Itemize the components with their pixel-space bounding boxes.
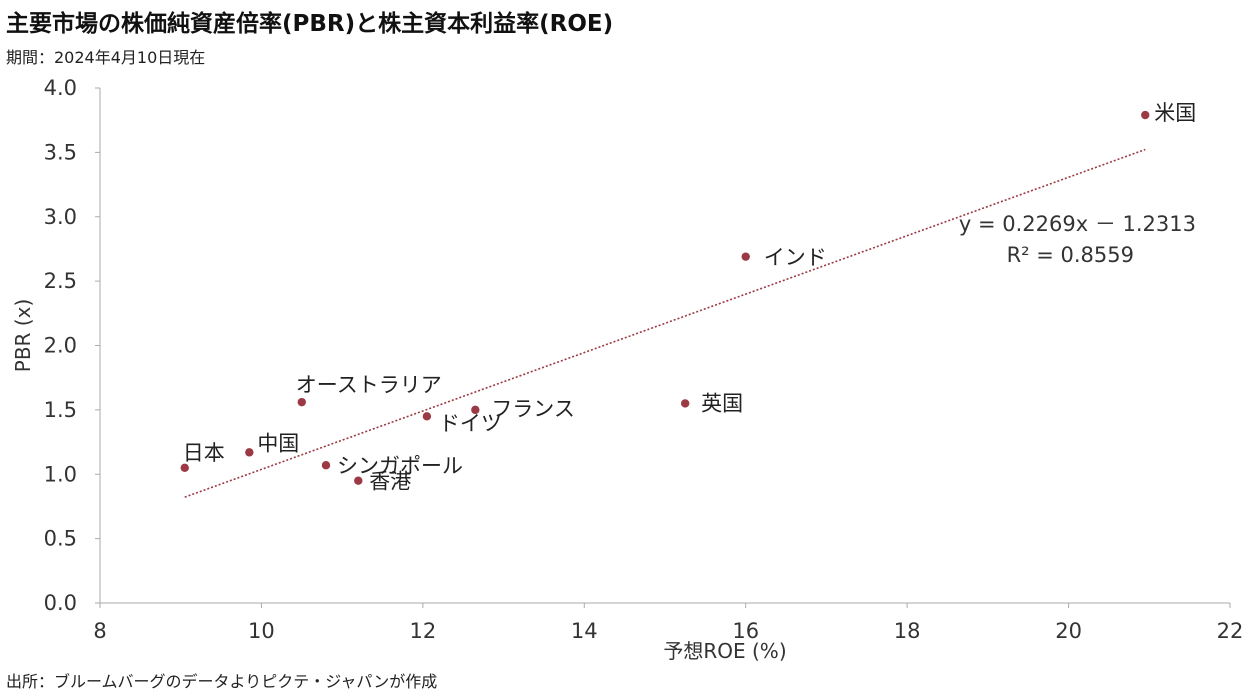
y-tick-label: 3.5: [44, 140, 77, 164]
data-point-label: インド: [764, 246, 827, 270]
data-point: [245, 448, 254, 457]
data-point: [321, 461, 331, 470]
trendline-equation: y = 0.2269x － 1.2313: [959, 212, 1196, 236]
y-tick-label: 2.0: [44, 334, 77, 358]
x-tick-label: 18: [894, 619, 921, 643]
data-point: [180, 463, 189, 473]
x-tick-label: 22: [1217, 619, 1244, 643]
data-point-label: 米国: [1154, 101, 1196, 125]
y-axis-label: PBR (x): [11, 299, 35, 372]
x-tick-label: 14: [571, 619, 598, 643]
data-point-label: 英国: [701, 391, 743, 415]
source-note: 出所：ブルームバーグのデータよりピクテ・ジャパンが作成: [6, 672, 438, 691]
trendline: [184, 148, 1146, 498]
data-point: [297, 397, 306, 407]
x-tick-label: 20: [1055, 619, 1082, 643]
data-point-label: オーストラリア: [296, 373, 442, 397]
data-point-label: 香港: [369, 470, 411, 494]
data-point-label: 日本: [183, 441, 225, 465]
data-point-label: 中国: [257, 431, 299, 455]
y-tick-label: 1.5: [44, 398, 77, 422]
data-point-label: ドイツ: [439, 411, 502, 435]
y-tick-label: 2.5: [44, 269, 77, 293]
data-point: [354, 476, 363, 485]
chart-title: 主要市場の株価純資産倍率(PBR)と株主資本利益率(ROE): [6, 11, 614, 37]
data-point-label: シンガポール: [337, 454, 463, 478]
data-point: [680, 399, 690, 408]
y-tick-label: 0.0: [44, 591, 77, 615]
y-tick-label: 1.0: [44, 462, 77, 486]
y-tick-label: 4.0: [44, 76, 77, 100]
y-tick-label: 3.0: [44, 205, 77, 229]
data-point: [471, 405, 480, 415]
x-tick-label: 10: [248, 619, 275, 643]
chart-subtitle: 期間：2024年4月10日現在: [6, 48, 206, 67]
trendline-r-squared: R² = 0.8559: [1007, 243, 1134, 267]
data-point: [741, 252, 750, 261]
x-tick-label: 16: [732, 619, 759, 643]
data-point: [422, 412, 432, 421]
x-tick-label: 8: [93, 619, 106, 643]
x-tick-label: 12: [409, 619, 436, 643]
data-point-label: フランス: [491, 397, 575, 421]
x-axis-label: 予想ROE (%): [663, 639, 786, 663]
data-point: [1141, 110, 1150, 120]
y-tick-label: 0.5: [44, 527, 77, 551]
